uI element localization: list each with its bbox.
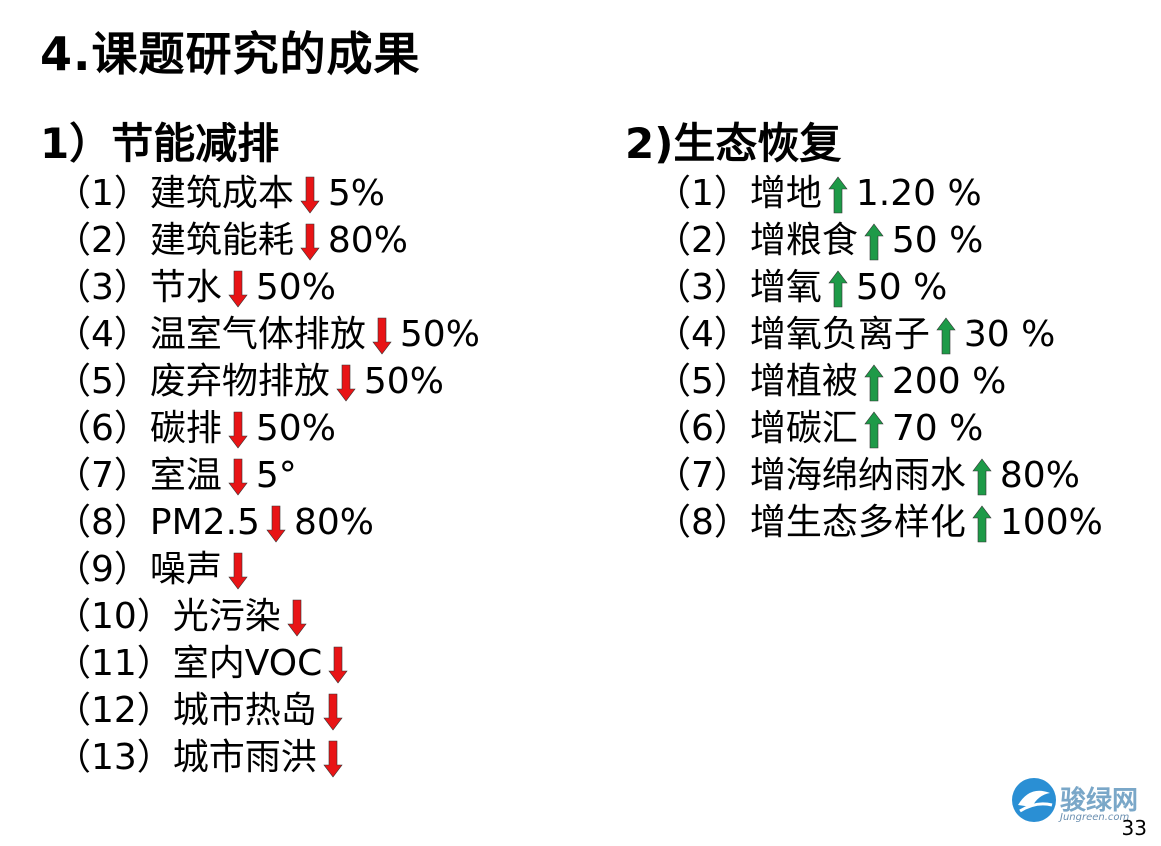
arrow-down-icon	[300, 175, 320, 215]
list-item: （13）城市雨洪	[55, 736, 351, 780]
item-label: （11）室内VOC	[55, 643, 323, 684]
item-label: （5）增植被	[655, 361, 858, 402]
arrow-up-icon	[972, 457, 992, 497]
arrow-up-icon	[828, 269, 848, 309]
list-item: （5）废弃物排放 50%	[55, 360, 444, 404]
list-item: （7）增海绵纳雨水 80%	[655, 454, 1080, 498]
arrow-down-icon	[372, 316, 392, 356]
arrow-up-icon	[828, 175, 848, 215]
arrow-down-icon	[228, 410, 248, 450]
list-item: （5）增植被 200 %	[655, 360, 1006, 404]
item-value: 1.20 %	[855, 173, 982, 214]
list-item: （3）节水 50%	[55, 266, 336, 310]
arrow-down-icon	[323, 692, 343, 732]
list-item: （10）光污染	[55, 595, 315, 639]
item-label: （4）增氧负离子	[655, 314, 930, 355]
arrow-down-icon	[266, 504, 286, 544]
arrow-up-icon	[864, 410, 884, 450]
item-value: 100%	[999, 502, 1103, 543]
item-label: （7）增海绵纳雨水	[655, 455, 966, 496]
item-value: 50 %	[855, 267, 948, 308]
item-label: （8）PM2.5	[55, 502, 260, 543]
list-item: （6）增碳汇 70 %	[655, 407, 983, 451]
list-item: （11）室内VOC	[55, 642, 356, 686]
item-value: 70 %	[891, 408, 984, 449]
item-label: （3）增氧	[655, 267, 822, 308]
item-value: 80%	[293, 502, 374, 543]
item-label: （9）噪声	[55, 549, 222, 590]
item-value: 5°	[255, 455, 297, 496]
logo-text: 骏绿网	[1060, 786, 1139, 816]
item-label: （3）节水	[55, 267, 222, 308]
item-label: （1）建筑成本	[55, 173, 294, 214]
list-item: （4）温室气体排放 50%	[55, 313, 480, 357]
item-label: （1）增地	[655, 173, 822, 214]
slide-title: 4.课题研究的成果	[40, 27, 421, 81]
item-label: （7）室温	[55, 455, 222, 496]
item-label: （13）城市雨洪	[55, 737, 317, 778]
list-item: （1）增地 1.20 %	[655, 172, 982, 216]
item-label: （6）增碳汇	[655, 408, 858, 449]
item-label: （8）增生态多样化	[655, 502, 966, 543]
list-item: （12）城市热岛	[55, 689, 351, 733]
list-item: （2）增粮食 50 %	[655, 219, 983, 263]
arrow-up-icon	[864, 222, 884, 262]
item-value: 50%	[363, 361, 444, 402]
arrow-down-icon	[328, 645, 348, 685]
arrow-up-icon	[864, 363, 884, 403]
arrow-down-icon	[228, 457, 248, 497]
item-label: （12）城市热岛	[55, 690, 317, 731]
list-item: （8）PM2.5 80%	[55, 501, 374, 545]
item-value: 50%	[399, 314, 480, 355]
item-value: 50%	[255, 267, 336, 308]
list-item: （9）噪声	[55, 548, 256, 592]
item-label: （5）废弃物排放	[55, 361, 330, 402]
item-label: （2）建筑能耗	[55, 220, 294, 261]
list-item: （8）增生态多样化 100%	[655, 501, 1103, 545]
item-value: 200 %	[891, 361, 1007, 402]
list-item: （1）建筑成本 5%	[55, 172, 385, 216]
item-label: （2）增粮食	[655, 220, 858, 261]
item-value: 5%	[327, 173, 386, 214]
item-value: 80%	[327, 220, 408, 261]
arrow-up-icon	[936, 316, 956, 356]
item-label: （6）碳排	[55, 408, 222, 449]
arrow-down-icon	[228, 551, 248, 591]
arrow-down-icon	[300, 222, 320, 262]
list-item: （2）建筑能耗 80%	[55, 219, 408, 263]
item-label: （10）光污染	[55, 596, 281, 637]
item-value: 50%	[255, 408, 336, 449]
item-label: （4）温室气体排放	[55, 314, 366, 355]
arrow-down-icon	[228, 269, 248, 309]
arrow-up-icon	[972, 504, 992, 544]
item-value: 80%	[999, 455, 1080, 496]
item-value: 50 %	[891, 220, 984, 261]
item-value: 30 %	[963, 314, 1056, 355]
list-item: （7）室温 5°	[55, 454, 297, 498]
arrow-down-icon	[323, 739, 343, 779]
section-heading-energy-saving: 1）节能减排	[40, 119, 280, 168]
page-number: 33	[1121, 816, 1147, 840]
list-item: （6）碳排 50%	[55, 407, 336, 451]
logo-subtext: Jungreen.com	[1060, 812, 1130, 823]
jungreen-logo-icon	[1012, 778, 1056, 822]
section-heading-ecological-restoration: 2)生态恢复	[625, 119, 842, 168]
arrow-down-icon	[287, 598, 307, 638]
list-item: （3）增氧 50 %	[655, 266, 947, 310]
list-item: （4）增氧负离子 30 %	[655, 313, 1055, 357]
arrow-down-icon	[336, 363, 356, 403]
